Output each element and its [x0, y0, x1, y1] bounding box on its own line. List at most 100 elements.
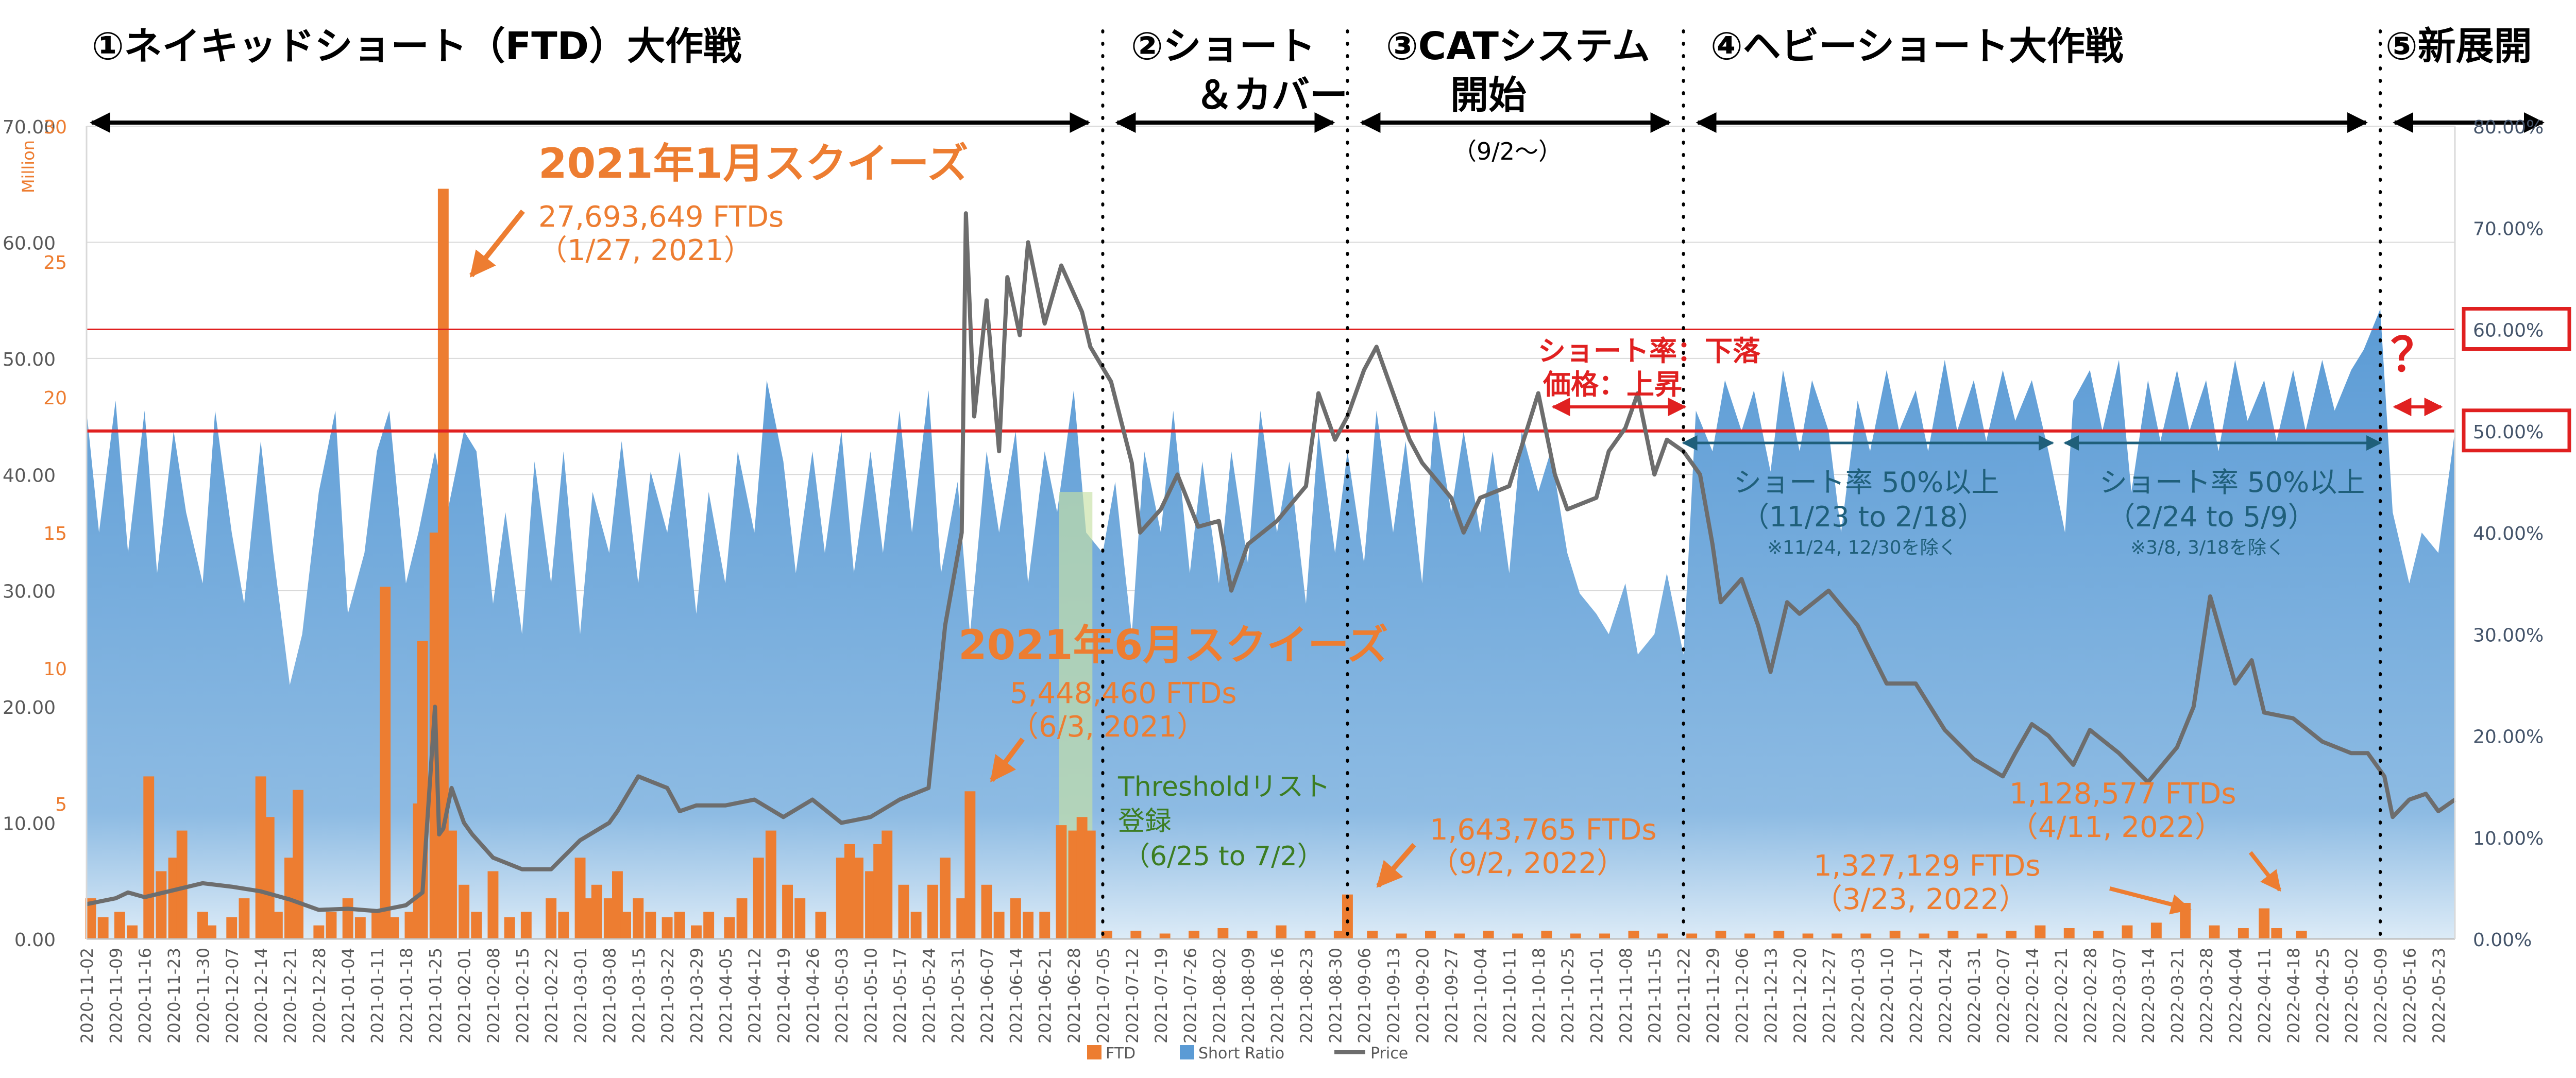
ftd-bar: [940, 858, 951, 939]
ftd-bar: [1483, 931, 1494, 939]
ftd-bar: [736, 898, 748, 939]
jan-ftd-label: 27,693,649 FTDs: [538, 200, 784, 234]
ftd-bar: [342, 898, 353, 939]
x-tick-label: 2021-12-20: [1790, 948, 1810, 1043]
x-tick-label: 2021-03-22: [658, 948, 677, 1043]
x-tick-label: 2021-07-05: [1093, 948, 1113, 1043]
x-tick-label: 2022-03-21: [2168, 948, 2188, 1043]
ftd-bar: [645, 912, 656, 939]
ftd-bar: [1396, 933, 1407, 939]
pct-tick-label: 60.00%: [2473, 320, 2544, 341]
ftd-bar: [504, 917, 515, 939]
jun-ftd-label: 5,448,460 FTDs: [1010, 677, 1237, 710]
x-tick-label: 2021-04-05: [716, 948, 736, 1043]
phase-label-2: ②ショート: [1131, 24, 1316, 69]
ftd-bar: [873, 844, 885, 939]
ftd-bar: [1342, 894, 1353, 939]
x-tick-label: 2022-04-25: [2313, 948, 2332, 1043]
apr-date-label: （4/11, 2022）: [2009, 811, 2224, 844]
ftd-bar: [1889, 931, 1901, 939]
x-tick-label: 2021-10-04: [1471, 948, 1490, 1043]
jan-date-label: （1/27, 2021）: [538, 234, 753, 267]
ftd-bar: [2150, 922, 2162, 939]
phase-label-3: ③CATシステム: [1386, 24, 1650, 69]
x-tick-label: 2021-11-01: [1587, 948, 1607, 1043]
x-tick-label: 2022-05-02: [2342, 948, 2362, 1043]
x-tick-label: 2021-02-15: [513, 948, 532, 1043]
ftd-bar: [313, 925, 325, 939]
ftd-bar: [326, 912, 337, 939]
ftd-bar: [226, 917, 238, 939]
ftd-bar: [724, 917, 735, 939]
ftd-bar: [1454, 933, 1465, 939]
ftd-bar: [1744, 933, 1755, 939]
ftd-bar: [114, 912, 125, 939]
threshold-label-3: （6/25 to 7/2）: [1123, 841, 1324, 872]
ftd-bar: [2006, 931, 2016, 939]
x-tick-label: 2021-12-27: [1819, 948, 1839, 1043]
threshold-label-1: Thresholdリスト: [1117, 772, 1330, 802]
ftd-bar: [964, 791, 976, 939]
ftd-bar: [782, 884, 793, 939]
short-ratio-area: [87, 309, 2455, 939]
x-tick-label: 2022-01-31: [1964, 948, 1984, 1043]
axes: 0.00 10.00 20.00 30.00 40.00 50.00 60.00 70.00 5…: [3, 117, 2571, 1043]
x-tick-label: 2021-03-15: [629, 948, 649, 1043]
ftd-bar: [993, 912, 1005, 939]
x-tick-label: 2021-02-08: [484, 948, 503, 1043]
x-tick-label: 2021-07-26: [1181, 948, 1200, 1043]
ftd-bar: [263, 817, 275, 939]
ftd-bar: [1333, 931, 1345, 939]
x-tick-label: 2022-02-07: [1994, 948, 2013, 1043]
ftd-bar: [1860, 933, 1872, 939]
apr-ftd-label: 1,128,577 FTDs: [2009, 777, 2236, 811]
x-tick-label: 2020-11-30: [193, 948, 213, 1043]
price-tick-label: 10.00: [3, 814, 56, 835]
price-tick-label: 0.00: [14, 930, 56, 951]
x-tick-label: 2021-06-14: [1006, 948, 1026, 1043]
short-down-label: ショート率：下落: [1538, 335, 1761, 367]
price-up-label: 価格：上昇: [1543, 368, 1682, 401]
sep-arrow: [1376, 843, 1416, 888]
ftd-bar: [583, 898, 594, 939]
ftd-bar: [176, 830, 188, 939]
x-tick-label: 2022-01-17: [1906, 948, 1926, 1043]
ftd-bar: [206, 925, 216, 939]
x-tick-label: 2021-03-01: [571, 948, 590, 1043]
range1-title: ショート率 50%以上: [1734, 466, 1999, 499]
price-line-path: [86, 211, 2456, 913]
ref-label-box: [2462, 408, 2571, 453]
x-tick-label: 2020-11-16: [135, 948, 155, 1043]
mar-date-label: （3/23, 2022）: [1814, 883, 2028, 916]
ftd-tick-label: 30: [43, 117, 67, 138]
x-tick-label: 2021-06-21: [1036, 948, 1055, 1043]
ftd-bar: [753, 858, 764, 939]
x-tick-label: 2020-11-02: [77, 948, 97, 1043]
ftd-bar: [603, 898, 615, 939]
ftd-bar: [168, 858, 179, 939]
x-tick-label: 2021-09-27: [1442, 948, 1462, 1043]
ftd-bar: [2271, 928, 2282, 939]
ftd-tick-label: 25: [43, 252, 67, 273]
ftd-bar: [380, 587, 391, 939]
x-tick-label: 2021-07-19: [1151, 948, 1171, 1043]
ftd-bar: [127, 925, 138, 939]
x-tick-label: 2022-02-14: [2023, 948, 2042, 1043]
ftd-bar: [2238, 928, 2249, 939]
ftd-bar: [487, 871, 499, 939]
ftd-bar: [1039, 912, 1050, 939]
ftd-bar: [1802, 933, 1814, 939]
ftd-bar: [293, 790, 303, 939]
ftd-bar: [882, 830, 893, 939]
ftd-bar: [1304, 931, 1316, 939]
price-tick-label: 40.00: [3, 465, 56, 486]
pct-tick-label: 10.00%: [2473, 828, 2544, 849]
ftd-bar: [437, 189, 449, 939]
x-tick-label: 2021-05-17: [890, 948, 910, 1043]
x-tick-label: 2022-05-09: [2371, 948, 2391, 1043]
phase-label-3b: 開始: [1450, 73, 1527, 117]
ftd-bar: [844, 844, 855, 939]
ftd-bar: [2035, 925, 2046, 939]
ftd-bar: [371, 912, 382, 939]
